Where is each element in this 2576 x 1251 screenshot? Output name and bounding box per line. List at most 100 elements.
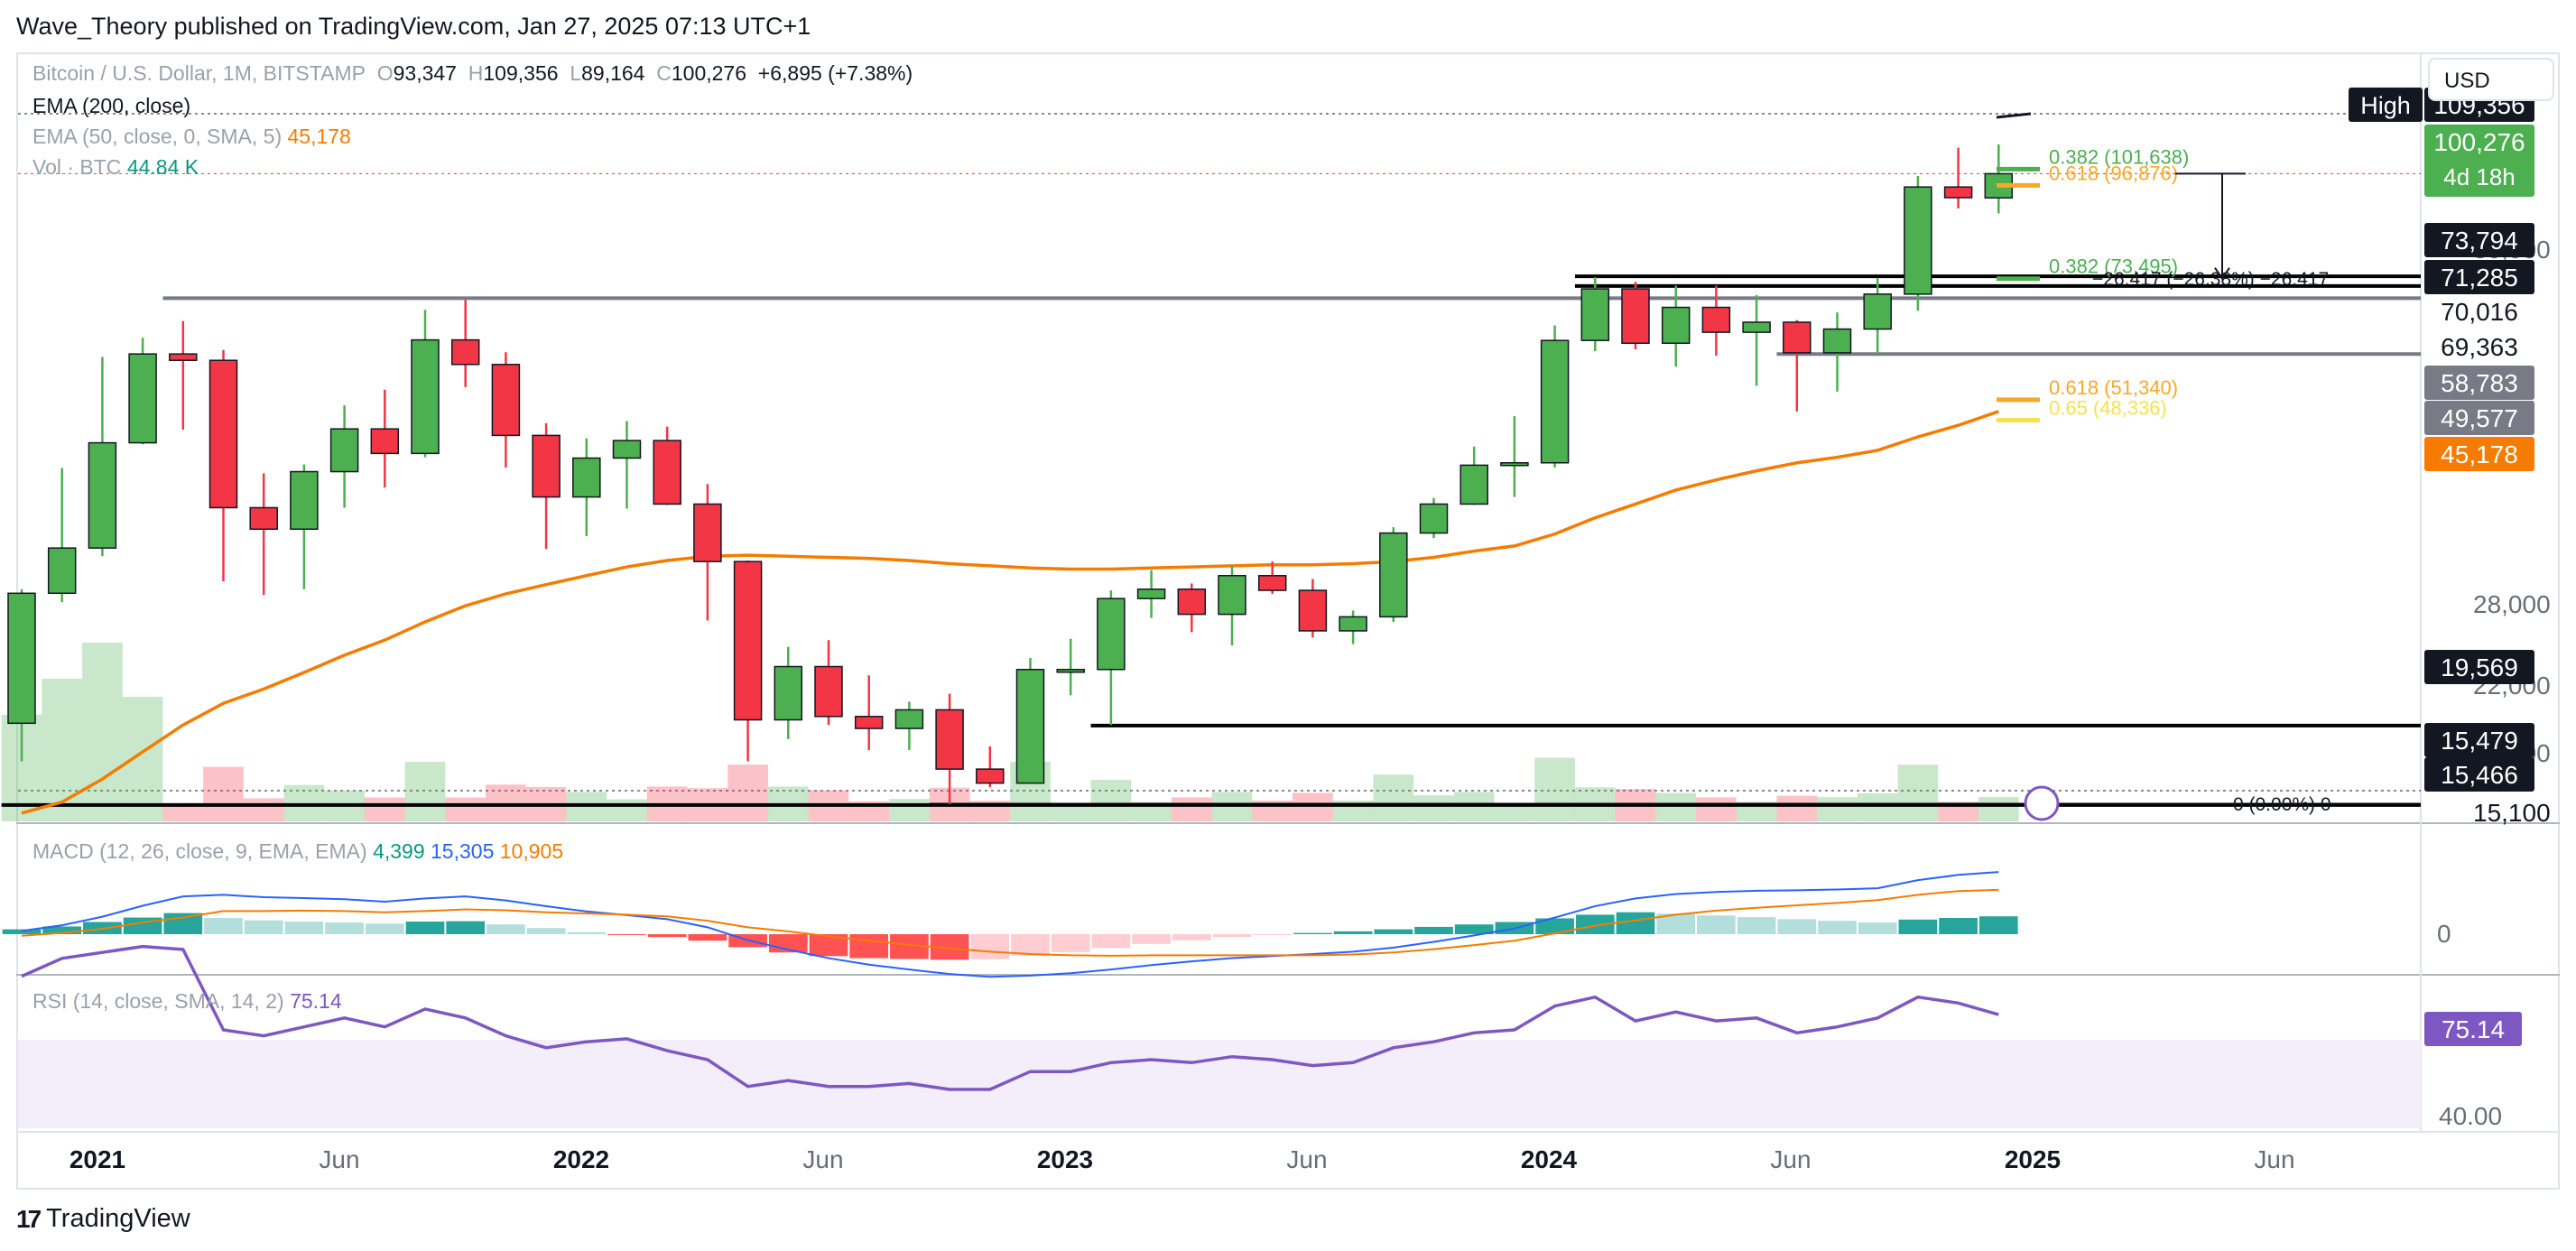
price-label: 73,794 [2441, 227, 2518, 255]
macd-histogram-bar [204, 918, 243, 934]
candle-body [1136, 588, 1166, 599]
volume-bar [1696, 797, 1737, 821]
candle-body [1097, 598, 1126, 671]
candle-body [1701, 306, 1731, 333]
candle-body [47, 547, 77, 595]
volume-bar [1413, 795, 1454, 821]
candle-body [774, 665, 803, 721]
tradingview-logo[interactable]: 17 TradingView [16, 1204, 190, 1234]
candle-body [1419, 503, 1449, 534]
volume-bar [1857, 792, 1898, 821]
legend-ema200[interactable]: EMA (200, close) [32, 94, 191, 117]
price-label-box [2424, 223, 2534, 257]
volume-bar [162, 802, 204, 821]
legend-volume[interactable]: Vol · BTC 44.84 K [32, 155, 199, 180]
volume-bar [404, 762, 446, 821]
time-axis-tick: Jun [802, 1145, 843, 1173]
price-label: 15,479 [2441, 727, 2518, 755]
rsi-axis-tick: 40.00 [2439, 1102, 2502, 1130]
macd-histogram-bar [1697, 915, 1736, 934]
macd-histogram-bar [365, 923, 404, 934]
candle-body [1621, 288, 1650, 345]
macd-histogram-bar [647, 934, 687, 938]
price-label: 69,363 [2441, 333, 2518, 361]
legend-rsi[interactable]: RSI (14, close, SMA, 14, 2) 75.14 [32, 989, 342, 1014]
macd-histogram-bar [446, 921, 486, 934]
candle-body [1783, 321, 1812, 354]
legend-ema50[interactable]: EMA (50, close, 0, SMA, 5) 45,178 [32, 125, 351, 149]
price-label: 15,466 [2441, 761, 2518, 789]
rsi-line [21, 944, 1999, 1091]
candle-body [7, 592, 36, 725]
candle-body [572, 457, 601, 498]
publisher-line: Wave_Theory published on TradingView.com… [16, 13, 811, 40]
candle-body [1379, 532, 1408, 618]
candle-body [894, 709, 924, 729]
macd-histogram-bar [42, 926, 82, 934]
price-label-box [2424, 260, 2534, 294]
high-tag-box [2349, 88, 2423, 122]
price-label-box [2424, 294, 2534, 329]
price-axis-tick: 28,000 [2473, 590, 2551, 618]
rsi-value-box [2424, 1012, 2522, 1046]
volume-bar [203, 766, 244, 821]
macd-axis-tick: 0 [2437, 920, 2451, 948]
fib-level-label: 0.65 (48,336) [2049, 396, 2167, 419]
macd-histogram-bar [1293, 932, 1332, 934]
macd-histogram-bar [1172, 934, 1211, 941]
candle-body [208, 359, 238, 509]
fib-level-label: 0.618 (51,340) [2049, 376, 2178, 399]
legend-macd-signal: 10,905 [499, 839, 564, 863]
macd-histogram-bar [325, 922, 364, 934]
candle-body [1177, 588, 1207, 616]
time-axis-tick: Jun [1770, 1145, 1811, 1173]
volume-bar [445, 797, 486, 821]
price-label: 45,178 [2441, 440, 2518, 468]
macd-histogram-bar [688, 934, 727, 941]
price-label: 100,276 [2433, 128, 2525, 156]
currency-button[interactable]: USD [2428, 58, 2554, 101]
volume-bar [889, 799, 930, 821]
macd-histogram-bar [526, 928, 566, 934]
legend-rsi-value: 75.14 [290, 989, 342, 1013]
price-label: 70,016 [2441, 298, 2518, 326]
macd-histogram-bar [1656, 913, 1696, 934]
volume-bar [1373, 774, 1414, 821]
candle-body [1943, 186, 1973, 199]
price-label: 58,783 [2441, 369, 2518, 397]
macd-histogram-bar [486, 924, 525, 934]
candle-body [1218, 575, 1246, 616]
legend-macd-line: 15,305 [431, 839, 495, 863]
volume-bar [82, 643, 123, 821]
macd-histogram-bar [1414, 926, 1453, 934]
candle-body [1056, 668, 1085, 673]
price-label-box [2424, 329, 2534, 364]
price-label-box [2424, 366, 2534, 400]
legend-symbol: Bitcoin / U.S. Dollar, 1M, BITSTAMP [32, 61, 366, 85]
legend-macd-hist: 4,399 [373, 839, 425, 863]
price-label-box [2424, 437, 2534, 471]
fib-level-label: 0.618 (96,876) [2049, 162, 2178, 184]
volume-bar [1090, 779, 1132, 821]
macd-histogram-bar [2, 929, 42, 934]
candle-body [935, 709, 964, 770]
time-axis-tick: Jun [2254, 1145, 2294, 1173]
candle-body [733, 561, 763, 721]
candle-body [532, 434, 561, 498]
candle-body [693, 503, 722, 562]
time-axis-tick: 2025 [2005, 1145, 2061, 1173]
candle-body [1904, 186, 1932, 295]
macd-histogram-bar [1535, 918, 1574, 934]
volume-bar [1534, 757, 1575, 821]
legend-open: 93,347 [393, 61, 457, 85]
legend-rsi-label: RSI (14, close, SMA, 14, 2) [32, 989, 284, 1013]
candle-body [814, 665, 843, 718]
candle-body [169, 353, 198, 361]
price-label: 49,577 [2441, 404, 2518, 432]
legend-vol-label: Vol · BTC [32, 155, 122, 179]
legend-macd[interactable]: MACD (12, 26, close, 9, EMA, EMA) 4,399 … [32, 839, 563, 864]
legend-c-label: C [656, 61, 672, 85]
volume-bar [364, 797, 405, 821]
measure-arrowhead [2214, 267, 2230, 281]
